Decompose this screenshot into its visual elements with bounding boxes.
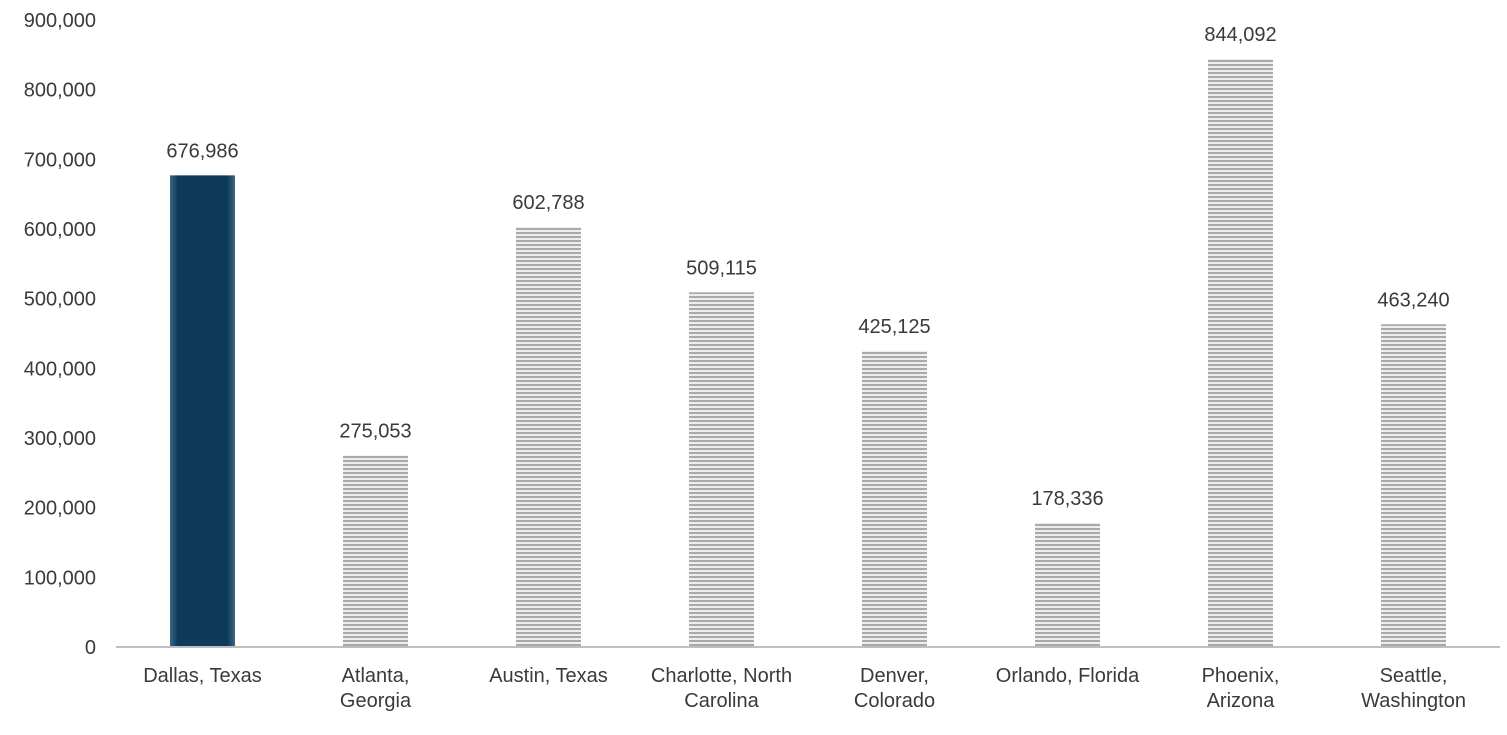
bar-value-label: 275,053 [339, 420, 411, 442]
y-tick-label: 700,000 [24, 149, 96, 171]
x-category-label: Phoenix, Arizona [1202, 665, 1280, 712]
data-labels: 676,986 275,053 602,788 509,115 425,125 178,3… [166, 24, 1449, 510]
bar [689, 292, 754, 647]
y-tick-label: 600,000 [24, 219, 96, 241]
y-tick-label: 500,000 [24, 289, 96, 311]
y-tick-label: 800,000 [24, 80, 96, 102]
bar [516, 227, 581, 648]
bar-value-label: 425,125 [858, 316, 930, 338]
bar-value-label: 602,788 [512, 192, 584, 214]
bar [1381, 324, 1446, 647]
x-category-label: Denver, Colorado [854, 665, 935, 712]
bar-value-label: 844,092 [1204, 24, 1276, 46]
bar-highlight [170, 175, 235, 647]
bar [1208, 58, 1273, 648]
bar-value-label: 463,240 [1377, 289, 1449, 311]
bar [343, 455, 408, 647]
bar [862, 350, 927, 647]
bar-value-label: 178,336 [1031, 488, 1103, 510]
x-axis: Dallas, Texas Atlanta, Georgia Austin, Texa… [143, 665, 1466, 712]
y-tick-label: 0 [85, 637, 96, 659]
y-tick-label: 300,000 [24, 428, 96, 450]
y-tick-label: 100,000 [24, 567, 96, 589]
y-tick-label: 400,000 [24, 358, 96, 380]
bar-value-label: 676,986 [166, 140, 238, 162]
bars [170, 58, 1446, 648]
y-tick-label: 200,000 [24, 498, 96, 520]
x-category-label: Charlotte, North Carolina [651, 665, 792, 712]
bar-value-label: 509,115 [686, 257, 757, 279]
x-category-label: Atlanta, Georgia [340, 665, 412, 712]
y-tick-label: 900,000 [24, 10, 96, 32]
x-category-label: Orlando, Florida [996, 665, 1140, 687]
bar [1035, 522, 1100, 647]
y-axis: 0 100,000 200,000 300,000 400,000 500,000 600,… [24, 10, 96, 659]
x-category-label: Seattle, Washington [1361, 665, 1466, 712]
x-category-label: Austin, Texas [489, 665, 608, 687]
x-category-label: Dallas, Texas [143, 665, 262, 687]
